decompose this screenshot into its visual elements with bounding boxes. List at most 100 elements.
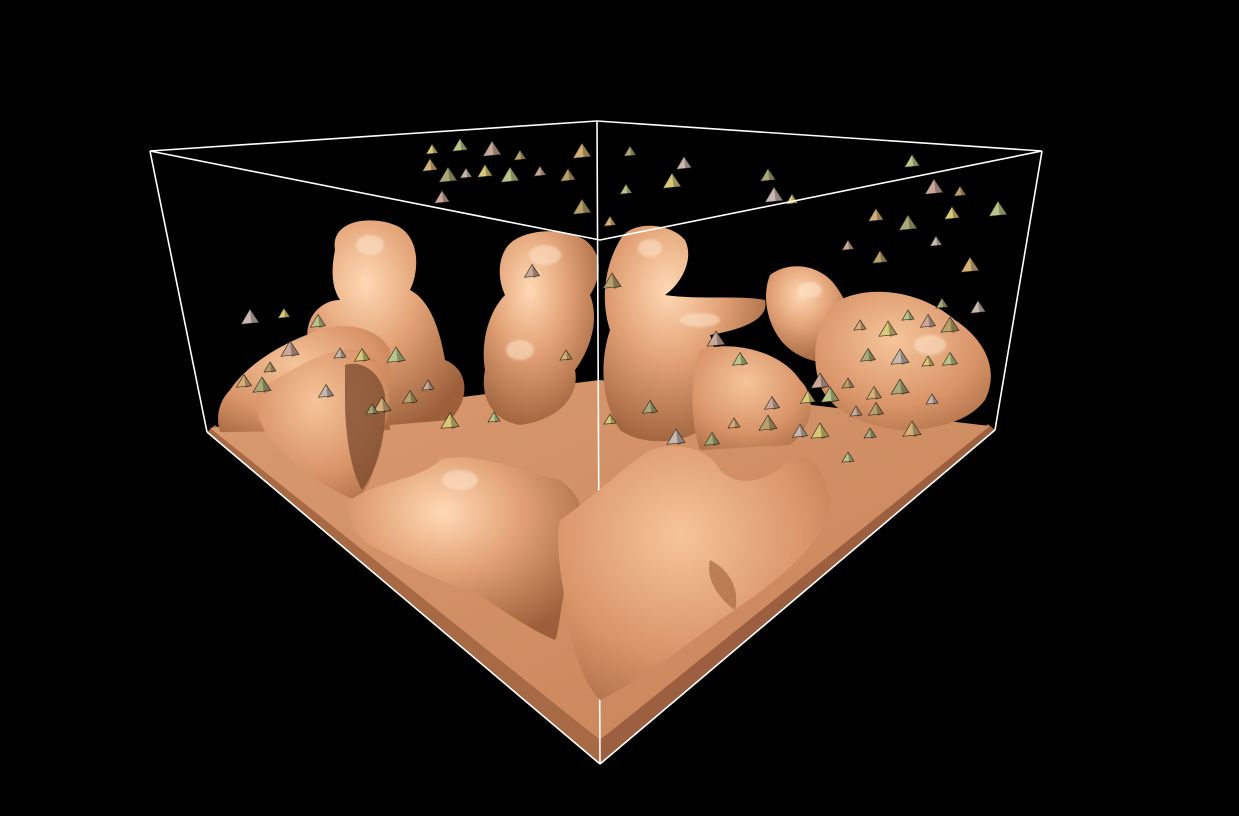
particle-marker-shade	[928, 314, 936, 328]
particle-marker-shade	[848, 240, 854, 251]
particle-marker	[901, 309, 915, 321]
particle-marker-shade	[610, 216, 616, 227]
particle-marker-shade	[876, 402, 884, 416]
particle-marker	[277, 307, 291, 319]
particle-marker	[353, 347, 371, 362]
particle-marker-shade	[820, 373, 829, 390]
particle-marker-shade	[492, 141, 501, 158]
particle-marker-shade	[612, 273, 621, 290]
particle-marker-shade	[768, 168, 776, 182]
particle-marker	[703, 431, 721, 446]
particle-marker	[764, 186, 784, 203]
particle-marker-shade	[684, 156, 692, 170]
particle-marker	[559, 349, 573, 361]
particle-marker-shade	[998, 201, 1007, 218]
particle-marker-shade	[888, 321, 897, 338]
particle-marker	[810, 422, 830, 439]
particle-marker	[433, 189, 451, 204]
particle-marker-shade	[880, 250, 888, 264]
particle-marker-shade	[960, 186, 966, 197]
particle-marker-shade	[494, 412, 500, 423]
particle-marker-shade	[868, 348, 876, 362]
particle-marker	[533, 165, 547, 177]
particle-marker	[841, 451, 855, 463]
particle-marker	[309, 313, 327, 328]
particle-marker-shade	[582, 143, 591, 160]
particle-marker	[890, 378, 910, 395]
particle-marker-shade	[908, 215, 917, 232]
particle-marker	[603, 215, 617, 227]
particle-marker	[969, 299, 987, 314]
particle-marker	[758, 414, 778, 431]
particle-marker	[559, 167, 577, 182]
particle-marker	[943, 205, 961, 220]
particle-marker-shade	[466, 168, 472, 179]
particle-cloud	[235, 137, 1008, 463]
particle-marker	[386, 346, 406, 363]
particle-marker	[252, 376, 272, 393]
particle-marker-shade	[908, 310, 914, 321]
particle-marker	[662, 172, 682, 189]
particle-marker	[929, 235, 943, 247]
particle-marker-shade	[848, 452, 854, 463]
particle-marker	[240, 308, 260, 325]
particle-marker-shade	[856, 406, 862, 417]
particle-marker	[820, 386, 840, 403]
particle-marker-shade	[848, 378, 854, 389]
surface-highlights	[356, 235, 946, 490]
particle-marker-shade	[934, 179, 943, 196]
particle-marker	[706, 330, 726, 347]
particle-marker	[841, 239, 855, 251]
particle-marker-shade	[772, 396, 780, 410]
particle-marker-shade	[566, 350, 572, 361]
particle-marker	[513, 149, 527, 161]
particle-marker	[623, 145, 637, 157]
particle-marker	[666, 428, 686, 445]
particle-marker	[372, 396, 392, 413]
particle-marker	[898, 214, 918, 231]
particle-marker	[890, 348, 910, 365]
particle-marker	[791, 423, 809, 438]
particle-marker-shade	[712, 432, 720, 446]
particle-marker	[863, 427, 877, 439]
particle-marker-shade	[610, 414, 616, 425]
particle-marker-shade	[568, 168, 576, 182]
particle-marker-shade	[912, 154, 920, 168]
particle-marker-shade	[290, 341, 299, 358]
particle-marker	[440, 412, 460, 429]
particle-marker	[940, 316, 960, 333]
particle-marker	[619, 183, 633, 195]
particle-marker	[935, 297, 949, 309]
isosurface-front	[256, 349, 830, 700]
particle-marker-shade	[830, 387, 839, 404]
particle-marker-shade	[250, 309, 259, 326]
particle-marker	[602, 272, 622, 289]
particle-marker-shade	[410, 390, 418, 404]
particle-marker	[425, 143, 439, 155]
particle-marker-shade	[340, 348, 346, 359]
bounding-box-front	[149, 150, 1043, 765]
particle-marker	[421, 157, 439, 172]
particle-marker-shade	[582, 199, 591, 216]
particle-marker-shade	[876, 208, 884, 222]
particle-marker-shade	[932, 394, 938, 405]
particle-marker	[572, 198, 592, 215]
particle-marker	[459, 167, 473, 179]
particle-marker	[235, 373, 253, 388]
particle-marker-shade	[626, 184, 632, 195]
particle-marker	[849, 405, 863, 417]
particle-marker-shade	[774, 187, 783, 204]
particle-marker	[878, 320, 898, 337]
particle-marker-shade	[874, 386, 882, 400]
particle-marker-shade	[734, 418, 740, 429]
particle-marker	[727, 417, 741, 429]
particle-marker-shade	[820, 423, 829, 440]
particle-marker	[941, 351, 959, 366]
particle-marker-shade	[326, 384, 334, 398]
particle-marker-shade	[396, 347, 405, 364]
particle-marker-shade	[800, 424, 808, 438]
particle-marker	[451, 137, 469, 152]
particle-marker-shade	[672, 173, 681, 190]
particle-marker-shade	[900, 379, 909, 396]
